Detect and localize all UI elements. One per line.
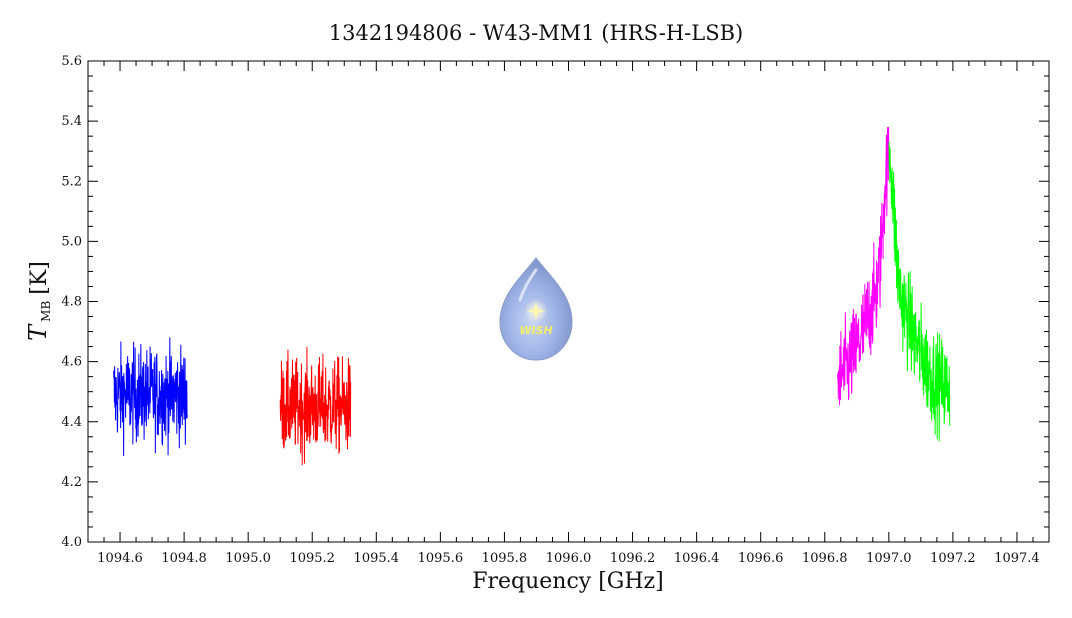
x-tick-label: 1094.6 xyxy=(97,551,143,566)
x-tick-label: 1096.6 xyxy=(738,551,784,566)
x-tick-label: 1096.4 xyxy=(674,551,720,566)
y-tick-labels: 4.0 4.2 4.4 4.6 4.8 5.0 5.2 5.4 5.6 xyxy=(61,54,82,550)
spectrum-series-3 xyxy=(837,127,890,406)
axis-ticks xyxy=(87,60,1050,543)
x-tick-label: 1096.8 xyxy=(802,551,848,566)
x-axis-label: Frequency [GHz] xyxy=(472,569,664,594)
y-tick-label: 4.2 xyxy=(61,475,82,490)
y-tick-label: 4.8 xyxy=(61,295,82,310)
y-tick-label: 4.6 xyxy=(61,355,82,370)
y-axis-unit: [K] xyxy=(27,261,52,295)
x-tick-label: 1095.4 xyxy=(354,551,400,566)
logo-text: WISH xyxy=(519,324,552,337)
x-tick-label: 1095.6 xyxy=(418,551,464,566)
spectrum-series-1 xyxy=(113,337,188,456)
x-tick-labels: 1094.6 1094.8 1095.0 1095.2 1095.4 1095.6 1095… xyxy=(97,551,1039,566)
x-tick-label: 1097.0 xyxy=(866,551,912,566)
spectrum-series xyxy=(113,127,951,466)
x-tick-label: 1096.0 xyxy=(546,551,592,566)
svg-text:TMB[K]: TMB [K] xyxy=(24,261,53,341)
y-tick-label: 4.0 xyxy=(61,535,82,550)
y-axis-symbol: T xyxy=(24,323,52,341)
spectrum-series-2 xyxy=(279,346,352,466)
y-tick-label: 5.0 xyxy=(61,234,82,249)
water-drop-star-logo: WISH xyxy=(499,257,573,361)
x-tick-label: 1097.4 xyxy=(994,551,1040,566)
y-tick-label: 4.4 xyxy=(61,415,82,430)
y-tick-label: 5.6 xyxy=(61,54,82,69)
y-tick-label: 5.4 xyxy=(61,114,82,129)
x-tick-label: 1095.0 xyxy=(225,551,271,566)
y-axis-label: TMB [K] xyxy=(24,261,53,341)
x-tick-label: 1096.2 xyxy=(610,551,656,566)
x-tick-label: 1094.8 xyxy=(161,551,207,566)
x-tick-label: 1095.2 xyxy=(289,551,335,566)
spectrum-series-4 xyxy=(888,141,951,442)
y-axis-subscript: MB xyxy=(39,301,53,322)
x-tick-label: 1095.8 xyxy=(482,551,528,566)
x-tick-label: 1097.2 xyxy=(930,551,976,566)
chart-title: 1342194806 - W43-MM1 (HRS-H-LSB) xyxy=(329,21,743,45)
y-tick-label: 5.2 xyxy=(61,174,82,189)
